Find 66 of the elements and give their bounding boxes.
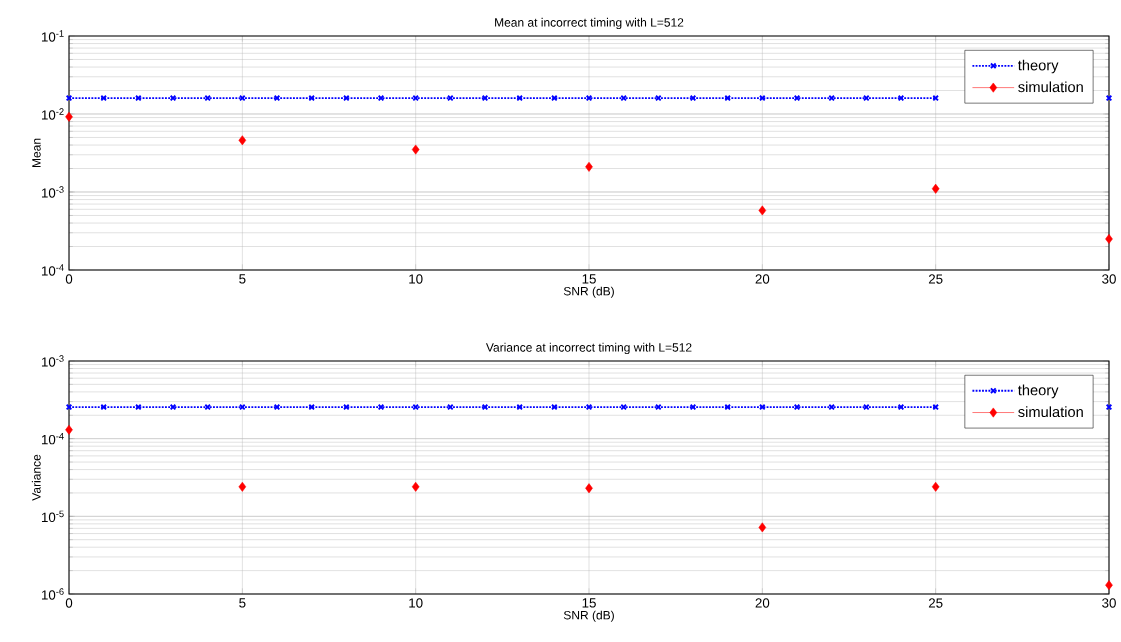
point bbox=[1105, 580, 1113, 591]
point bbox=[65, 111, 73, 122]
x-tick-label: 30 bbox=[1102, 274, 1116, 284]
x-tick-label: 25 bbox=[928, 274, 943, 284]
x-tick-label: 20 bbox=[755, 598, 770, 608]
y-tick-label: 10$^{-1}$ bbox=[41, 30, 64, 42]
legend-label: theory bbox=[1018, 59, 1059, 74]
x-axis-title: SNR (dB) bbox=[563, 286, 614, 298]
point bbox=[585, 403, 593, 411]
point bbox=[585, 94, 593, 102]
point bbox=[273, 403, 281, 411]
point bbox=[65, 94, 73, 102]
point bbox=[585, 161, 593, 172]
y-tick-label: 10$^{-6}$ bbox=[41, 588, 64, 600]
point bbox=[238, 481, 247, 492]
point bbox=[758, 522, 767, 533]
point bbox=[481, 94, 489, 102]
x-tick-label: 10 bbox=[409, 274, 423, 284]
x-tick-label: 15 bbox=[582, 598, 596, 608]
chart-title: Variance at incorrect timing with L=512 bbox=[485, 342, 692, 355]
x-tick-label: 15 bbox=[582, 274, 596, 284]
point bbox=[1105, 234, 1113, 244]
point bbox=[897, 94, 905, 102]
y-tick-label: 10$^{-2}$ bbox=[41, 108, 64, 120]
point bbox=[758, 205, 767, 216]
point bbox=[1105, 403, 1113, 411]
x-tick-label: 0 bbox=[65, 274, 73, 284]
point bbox=[169, 403, 177, 411]
y-tick-label: 10$^{-4}$ bbox=[41, 432, 64, 445]
y-tick-label: 10$^{-3}$ bbox=[41, 355, 64, 367]
x-tick-label: 20 bbox=[755, 274, 770, 284]
point bbox=[377, 403, 385, 411]
legend-label: theory bbox=[1018, 384, 1059, 399]
point bbox=[689, 94, 697, 102]
chart-title: Mean at incorrect timing with L=512 bbox=[495, 17, 684, 30]
x-tick-label: 5 bbox=[239, 598, 246, 608]
x-tick-label: 0 bbox=[65, 598, 73, 608]
y-tick-label: 10$^{-4}$ bbox=[41, 264, 64, 276]
point bbox=[65, 403, 73, 411]
point bbox=[931, 183, 940, 194]
x-tick-label: 10 bbox=[409, 598, 423, 608]
point bbox=[273, 94, 281, 102]
point bbox=[377, 94, 385, 102]
point bbox=[65, 424, 73, 435]
legend-label: simulation bbox=[1018, 406, 1083, 418]
point bbox=[238, 135, 247, 146]
legend-label: simulation bbox=[1018, 81, 1083, 93]
x-tick-label: 25 bbox=[928, 598, 943, 608]
point bbox=[1105, 94, 1113, 102]
x-tick-label: 5 bbox=[239, 274, 246, 284]
point bbox=[793, 403, 801, 411]
point bbox=[411, 481, 420, 492]
y-tick-label: 10$^{-5}$ bbox=[41, 510, 64, 523]
point bbox=[585, 483, 593, 494]
x-tick-label: 30 bbox=[1102, 598, 1116, 608]
y-axis-title: Mean bbox=[32, 138, 41, 168]
point bbox=[793, 94, 801, 102]
point bbox=[411, 144, 420, 155]
point bbox=[169, 94, 177, 102]
y-axis-title: Variance bbox=[31, 454, 41, 501]
x-axis-title: SNR (dB) bbox=[563, 610, 614, 622]
y-tick-label: 10$^{-3}$ bbox=[41, 186, 64, 198]
point bbox=[897, 403, 905, 411]
point bbox=[481, 403, 489, 411]
point bbox=[931, 481, 940, 492]
point bbox=[689, 403, 697, 411]
